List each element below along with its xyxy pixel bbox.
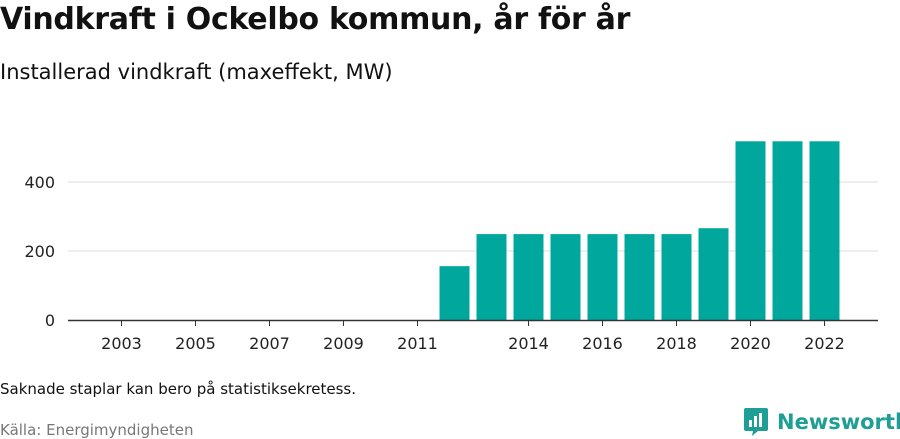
bar [587,234,618,320]
bar [698,228,729,320]
bar [809,141,840,320]
y-tick-label: 0 [45,311,55,330]
newsworthy-logo: Newsworthy [743,405,900,439]
newsworthy-logo-icon [744,408,768,436]
bar [513,234,544,320]
x-tick-label: 2020 [730,334,771,353]
source-note: Källa: Energimyndigheten [0,421,194,439]
x-tick-label: 2003 [101,334,142,353]
bar [624,234,655,320]
x-tick-label: 2011 [397,334,438,353]
bar [735,141,766,320]
bar [439,266,470,320]
x-tick-label: 2018 [656,334,697,353]
bar [476,234,507,320]
bar [550,234,581,320]
x-tick-label: 2007 [249,334,290,353]
bar [661,234,692,320]
x-tick-label: 2005 [175,334,216,353]
x-tick-label: 2014 [508,334,549,353]
x-tick-label: 2016 [582,334,623,353]
y-tick-label: 200 [24,242,55,261]
y-tick-label: 400 [24,173,55,192]
chart-title: Vindkraft i Ockelbo kommun, år för år [0,2,631,37]
bar [772,141,803,320]
x-tick-label: 2009 [323,334,364,353]
x-tick-label: 2022 [804,334,845,353]
brand-name: Newsworthy [777,410,900,434]
chart-subtitle: Installerad vindkraft (maxeffekt, MW) [0,60,393,84]
footnote: Saknade staplar kan bero på statistiksek… [0,380,357,398]
